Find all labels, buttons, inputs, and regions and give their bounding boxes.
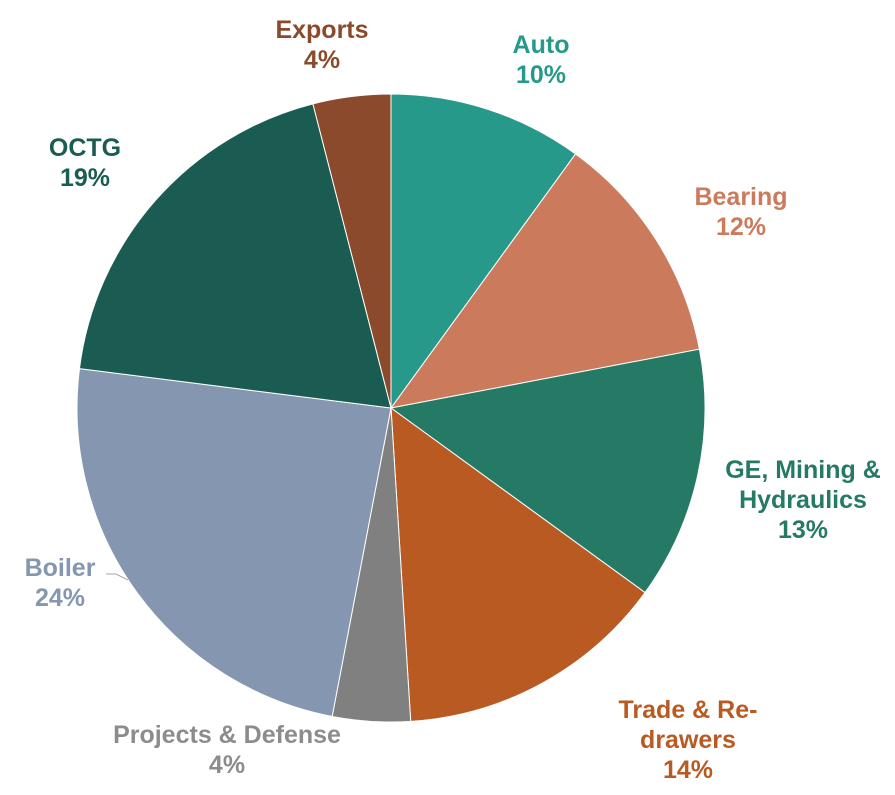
category-name: Auto <box>512 31 570 59</box>
category-name: GE, Mining & Hydraulics <box>725 456 881 514</box>
pie-slice <box>76 368 392 718</box>
slice-label: Bearing 12% <box>694 182 787 242</box>
category-name: Trade & Re-drawers <box>618 696 758 754</box>
pie-slice <box>389 348 706 594</box>
slice-label: Boiler 24% <box>25 553 96 613</box>
category-name: OCTG <box>48 134 122 162</box>
category-name: Bearing <box>694 183 788 211</box>
value-label: 10% <box>515 61 567 89</box>
pie-slice <box>78 103 392 409</box>
value-label: 4% <box>208 751 246 779</box>
leader-line <box>106 573 129 581</box>
slice-label: OCTG 19% <box>49 133 121 193</box>
category-name: Boiler <box>24 554 96 582</box>
value-label: 19% <box>59 164 111 192</box>
pie-slice <box>389 153 701 409</box>
category-name: Projects & Defense <box>113 721 341 749</box>
value-label: 24% <box>34 584 86 612</box>
slice-label: Auto 10% <box>513 30 570 90</box>
slice-label: Trade & Re-drawers 14% <box>583 695 793 785</box>
value-label: 4% <box>303 46 341 74</box>
pie-slice <box>312 93 392 409</box>
slice-label: Exports 4% <box>275 15 368 75</box>
slice-label: GE, Mining & Hydraulics 13% <box>719 455 887 545</box>
value-label: 14% <box>662 756 714 784</box>
pie-slice <box>390 93 577 410</box>
value-label: 13% <box>777 516 829 544</box>
category-name: Exports <box>275 16 369 44</box>
value-label: 12% <box>715 213 767 241</box>
pie-slice <box>390 406 646 722</box>
slice-label: Projects & Defense 4% <box>113 720 341 780</box>
